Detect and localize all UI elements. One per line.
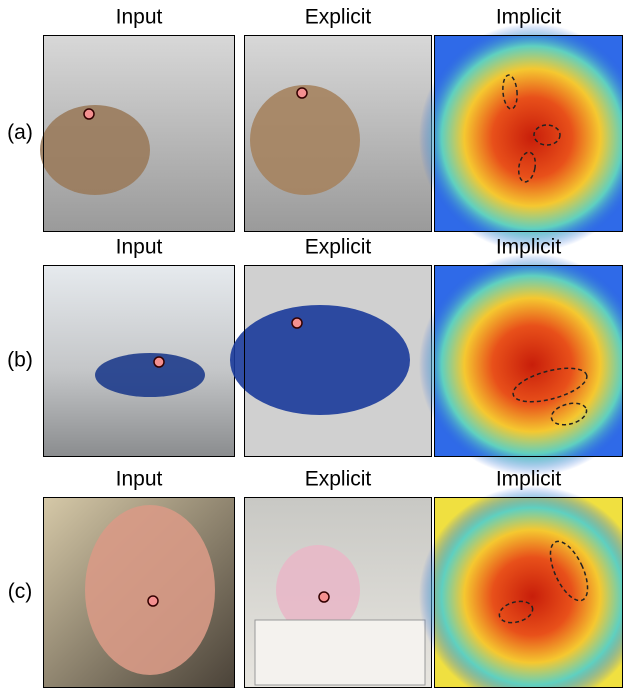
query-point xyxy=(319,592,329,602)
query-point xyxy=(84,109,94,119)
column-header: Input xyxy=(116,468,163,491)
column-header: Explicit xyxy=(305,236,372,259)
column-header: Input xyxy=(116,236,163,259)
image-panel xyxy=(40,35,235,232)
image-panel xyxy=(244,497,432,688)
query-point xyxy=(292,318,302,328)
subject xyxy=(40,105,150,195)
subject xyxy=(85,505,215,675)
column-header: Input xyxy=(116,6,163,29)
image-panel xyxy=(419,23,623,252)
row-label: (c) xyxy=(8,580,33,603)
row-label: (b) xyxy=(7,349,33,372)
image-panel xyxy=(230,265,432,457)
subject xyxy=(230,305,410,415)
query-point xyxy=(297,88,307,98)
subject xyxy=(250,85,360,195)
image-panel xyxy=(43,497,235,688)
image-panel xyxy=(43,265,235,457)
image-panel xyxy=(419,486,623,688)
query-point xyxy=(148,596,158,606)
image-panel xyxy=(419,253,623,476)
image-panel xyxy=(244,35,432,232)
query-point xyxy=(154,357,164,367)
box xyxy=(255,620,425,685)
column-header: Explicit xyxy=(305,468,372,491)
column-header: Explicit xyxy=(305,6,372,29)
row-label: (a) xyxy=(7,121,33,144)
figure: (a)InputExplicitImplicit(b)InputExplicit… xyxy=(0,0,623,688)
subject xyxy=(95,353,205,397)
